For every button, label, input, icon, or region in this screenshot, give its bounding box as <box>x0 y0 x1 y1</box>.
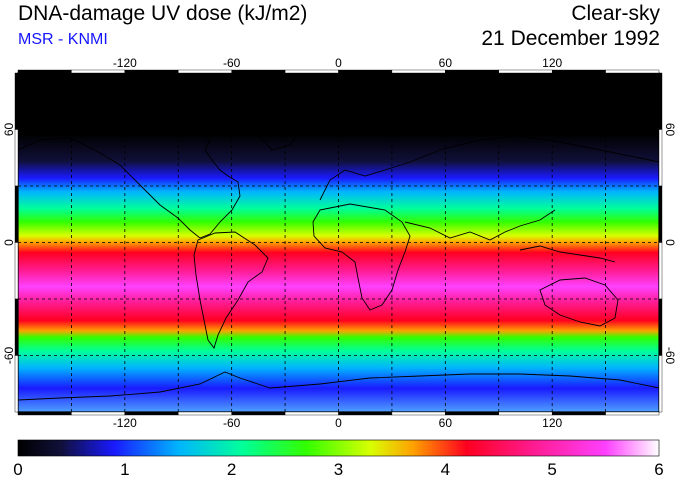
latitude-label-right: 0 <box>663 239 677 246</box>
frame-tick-top <box>445 69 499 74</box>
frame-tick-right <box>658 129 663 187</box>
source-credit: MSR - KNMI <box>18 31 108 48</box>
coastlines <box>18 94 659 401</box>
latitude-label-right: -60 <box>663 347 677 365</box>
frame-tick-top <box>17 69 72 74</box>
longitude-label-bottom: -120 <box>113 416 137 430</box>
latitude-labels-left: 60 0 -60 <box>2 123 16 365</box>
frame-tick-top <box>498 69 553 74</box>
latitude-label-left: 0 <box>2 239 16 246</box>
map-date: 21 December 1992 <box>481 27 660 50</box>
frame-tick-left <box>14 355 19 413</box>
frame-tick-bottom <box>124 411 179 416</box>
frame-tick-bottom <box>498 411 553 416</box>
frame-tick-top <box>178 69 232 74</box>
frame-tick-top <box>231 69 286 74</box>
colorbar-tick-label: 4 <box>441 460 450 479</box>
longitude-label-top: 60 <box>439 56 453 70</box>
latitude-label-left: -60 <box>2 347 16 365</box>
frame-tick-right <box>658 242 663 300</box>
longitude-label-top: -60 <box>223 56 241 70</box>
frame-tick-bottom <box>551 411 606 416</box>
frame-tick-bottom <box>284 411 339 416</box>
africa-coast <box>312 203 411 311</box>
sky-condition: Clear-sky <box>571 2 660 25</box>
longitude-label-top: 0 <box>335 56 342 70</box>
longitude-labels-bottom: -120 -60 0 60 120 <box>113 416 563 430</box>
frame-tick-right <box>658 298 663 356</box>
frame-tick-bottom <box>178 411 232 416</box>
frame-tick-bottom <box>71 411 126 416</box>
colorbar-tick-label: 6 <box>654 460 663 479</box>
latitude-labels-right: 60 0 -60 <box>663 123 677 365</box>
longitude-labels-top: -120 -60 0 60 120 <box>113 56 563 70</box>
frame-tick-bottom <box>605 411 660 416</box>
indonesia-coast <box>519 245 616 263</box>
colorbar-tick-label: 3 <box>334 460 343 479</box>
colorbar-tick-label: 5 <box>547 460 556 479</box>
longitude-label-bottom: 60 <box>439 416 453 430</box>
colorbar-tick-label: 2 <box>227 460 236 479</box>
longitude-label-bottom: -60 <box>223 416 241 430</box>
frame-tick-right <box>658 185 663 243</box>
frame-tick-top <box>124 69 179 74</box>
frame-tick-top <box>71 69 126 74</box>
frame-tick-top <box>338 69 393 74</box>
colorbar <box>17 439 660 457</box>
greenland-coast <box>249 94 306 151</box>
longitude-label-top: -120 <box>113 56 137 70</box>
frame-tick-right <box>658 355 663 413</box>
australia-coast <box>539 277 619 327</box>
frame-tick-bottom <box>231 411 286 416</box>
antarctica-coast <box>18 371 659 401</box>
colorbar-tick-label: 0 <box>13 460 22 479</box>
frame-tick-top <box>605 69 660 74</box>
frame-tick-right <box>658 72 663 130</box>
asia-south-coast <box>404 209 556 241</box>
colorbar-tick-label: 1 <box>120 460 129 479</box>
frame-tick-top <box>551 69 606 74</box>
frame-tick-top <box>391 69 446 74</box>
frame-tick-top <box>284 69 339 74</box>
south-america-coast <box>193 231 269 349</box>
frame-tick-bottom <box>445 411 499 416</box>
north-america-coast <box>18 131 241 239</box>
frame-tick-bottom <box>391 411 446 416</box>
frame-ticks <box>14 69 663 416</box>
frame-tick-bottom <box>338 411 393 416</box>
colorbar-tick-labels: 0 1 2 3 4 5 6 <box>13 460 663 479</box>
longitude-label-bottom: 0 <box>335 416 342 430</box>
frame-tick-left <box>14 129 19 187</box>
latitude-label-left: 60 <box>2 123 16 137</box>
map-title: DNA-damage UV dose (kJ/m2) <box>18 2 308 25</box>
latitude-label-right: 60 <box>663 123 677 137</box>
frame-tick-left <box>14 242 19 300</box>
frame-tick-left <box>14 72 19 130</box>
longitude-label-bottom: 120 <box>542 416 562 430</box>
frame-tick-left <box>14 185 19 243</box>
europe-asia-coast <box>319 135 659 201</box>
graticule <box>18 73 659 412</box>
frame-tick-bottom <box>17 411 72 416</box>
longitude-label-top: 120 <box>542 56 562 70</box>
